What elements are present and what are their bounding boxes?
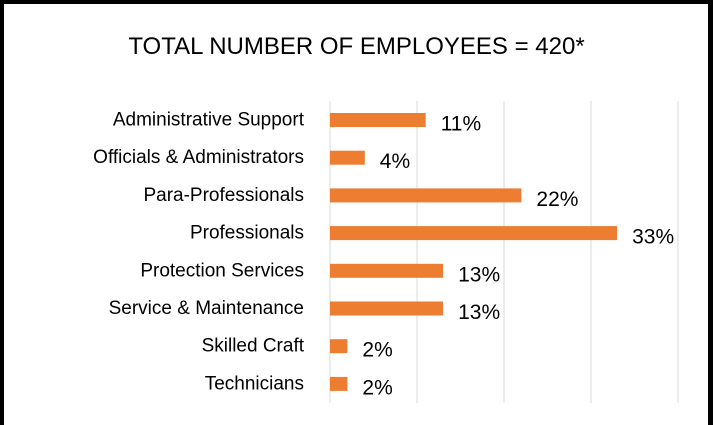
category-label: Protection Services (140, 260, 304, 281)
data-label: 2% (362, 376, 392, 399)
category-label: Skilled Craft (202, 336, 305, 357)
data-label: 4% (380, 150, 410, 173)
category-label: Technicians (205, 373, 304, 394)
bar (330, 150, 365, 165)
category-label: Administrative Support (113, 110, 305, 131)
bar (330, 226, 618, 241)
data-label: 13% (458, 301, 500, 324)
data-label: 22% (536, 188, 578, 211)
category-label: Service & Maintenance (109, 298, 304, 319)
data-label: 2% (362, 339, 392, 362)
category-label: Officials & Administrators (93, 147, 304, 168)
bar (330, 301, 444, 316)
chart-title: TOTAL NUMBER OF EMPLOYEES = 420* (128, 33, 585, 60)
bar (330, 339, 348, 354)
category-label: Professionals (190, 223, 304, 244)
data-label: 13% (458, 263, 500, 286)
data-label: 11% (441, 113, 481, 136)
data-label: 33% (632, 226, 674, 249)
category-label: Para-Professionals (143, 185, 304, 206)
bar (330, 113, 426, 127)
bar (330, 188, 522, 203)
bar (330, 376, 348, 391)
bar (330, 263, 444, 278)
